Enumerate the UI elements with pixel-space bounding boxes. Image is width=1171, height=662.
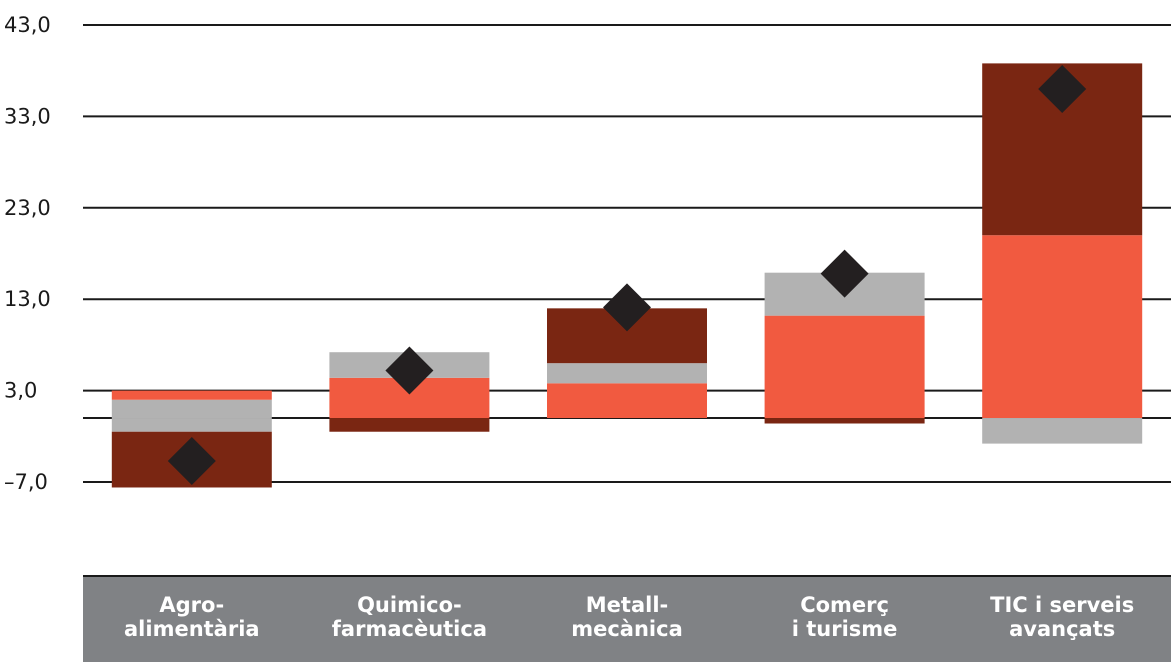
y-tick-label: 43,0 [4,13,51,37]
category-labels: Agro-alimentària Quimico-farmacèutica Meta… [124,593,1134,641]
y-tick-label: 13,0 [4,287,51,311]
category-label: Quimico- [357,593,462,617]
category-label: Comerç [800,593,889,617]
y-tick-label: 23,0 [4,196,51,220]
category-label: avançats [1009,617,1115,641]
marker-diamond [1038,64,1087,113]
category-label: alimentària [124,617,260,641]
category-label: farmacèutica [332,617,487,641]
bar-segment [329,418,490,432]
y-tick-label: –7,0 [4,470,48,494]
bar-segment [764,418,925,424]
category-label: i turisme [792,617,898,641]
bar-segment [111,418,272,432]
category-label: TIC i serveis [990,593,1134,617]
category-label: mecànica [571,617,683,641]
category-band [83,575,1171,662]
markers [167,64,1087,485]
bar-segment [111,399,272,419]
bar-segment [547,383,707,419]
bar-segment [982,235,1143,419]
bar-segment [547,363,707,384]
category-band-background [83,575,1171,662]
bar-segment [764,315,925,419]
y-axis-ticks: 43,0 33,0 23,0 13,0 3,0 –7,0 [4,13,51,494]
y-tick-label: 3,0 [4,379,37,403]
marker-diamond [167,436,216,485]
category-label: Agro- [159,593,224,617]
bar-segment [111,390,272,400]
marker-diamond [820,249,869,298]
category-label: Metall- [586,593,668,617]
marker-diamond [385,346,434,395]
bar-segment [982,418,1143,444]
y-tick-label: 33,0 [4,104,51,128]
bars [111,63,1143,488]
marker-diamond [603,283,651,332]
